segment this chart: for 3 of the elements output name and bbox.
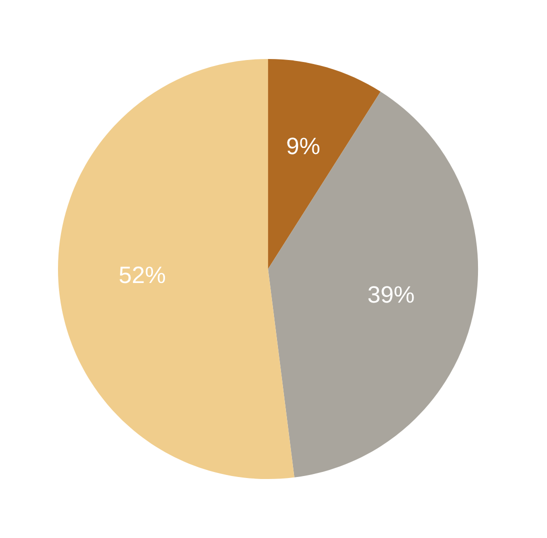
data-label: 9%	[287, 138, 320, 154]
data-label: 39%	[368, 286, 414, 303]
data-label: 52%	[120, 266, 166, 284]
